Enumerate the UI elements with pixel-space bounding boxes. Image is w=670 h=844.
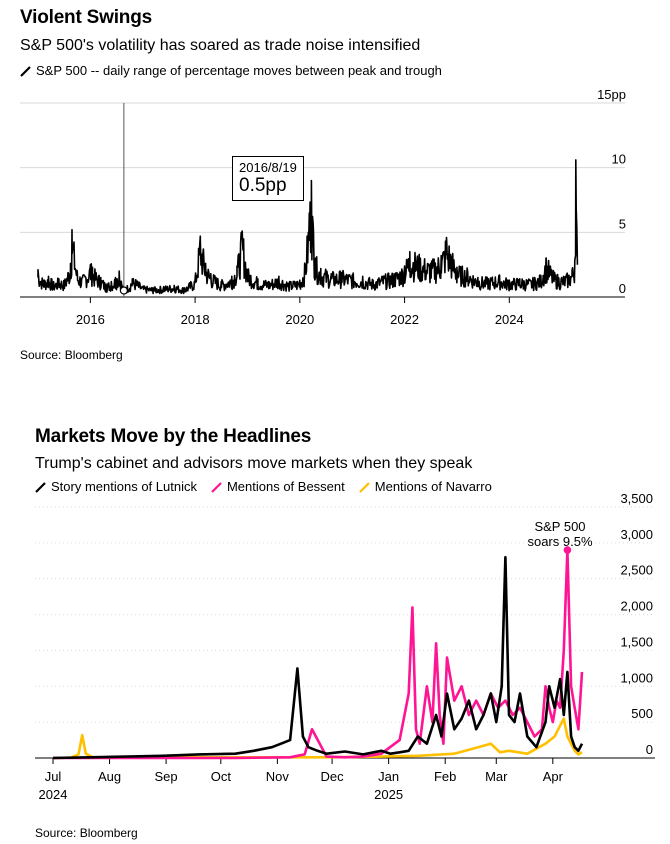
legend-item-bessent: Mentions of Bessent: [211, 479, 345, 494]
soar-annotation: S&P 500 soars 9.5%: [517, 519, 603, 549]
y-tick-label: 1,500: [620, 634, 653, 649]
soar-annotation-line1: S&P 500: [534, 519, 586, 534]
y-tick-label: 2,500: [620, 563, 653, 578]
x-tick-label: Nov: [266, 769, 290, 784]
soar-annotation-line2: soars 9.5%: [527, 534, 593, 549]
legend-label-lutnick: Story mentions of Lutnick: [51, 479, 197, 494]
chart1-subtitle: S&P 500's volatility has soared as trade…: [20, 37, 421, 54]
chart2-subtitle: Trump's cabinet and advisors move market…: [35, 455, 473, 472]
x-tick-label: Sep: [155, 769, 178, 784]
legend-label-bessent: Mentions of Bessent: [226, 479, 345, 494]
chart1-plot: 15pp 10 5 0 2016 2018 2020 2022 2024: [20, 87, 626, 327]
x-tick-label: Jul: [45, 769, 62, 784]
highlight-point: [563, 546, 572, 554]
y-tick-label: 5: [619, 216, 626, 231]
annotation-date: 2016/8/19: [239, 160, 297, 175]
chart1-source: Source: Bloomberg: [20, 348, 123, 362]
chart1-legend: S&P 500 -- daily range of percentage mov…: [20, 63, 442, 78]
x-tick-label: Dec: [321, 769, 345, 784]
x-tick-label: Oct: [211, 769, 232, 784]
chart2-source: Source: Bloomberg: [35, 826, 138, 840]
y-tick-label: 15pp: [597, 87, 626, 102]
y-tick-label: 500: [631, 706, 653, 721]
chart1-annotation-box: 2016/8/19 0.5pp: [232, 156, 304, 201]
x-tick-label: Mar: [485, 769, 508, 784]
x-tick-year-label: 2025: [374, 787, 403, 802]
x-tick-label: 2020: [285, 312, 314, 327]
x-tick-label: Aug: [98, 769, 121, 784]
series-line-mentions-of-bessent: [53, 548, 584, 760]
chart2-title: Markets Move by the Headlines: [35, 426, 312, 447]
x-tick-label: Apr: [543, 769, 564, 784]
x-tick-label: 2016: [76, 312, 105, 327]
x-tick-label: 2018: [181, 312, 210, 327]
legend-item-lutnick: Story mentions of Lutnick: [35, 479, 197, 494]
y-tick-label: 2,000: [620, 599, 653, 614]
highlight-point: [119, 286, 128, 295]
chart1-title: Violent Swings: [20, 7, 152, 28]
chart1-legend-label: S&P 500 -- daily range of percentage mov…: [36, 63, 442, 78]
legend-label-navarro: Mentions of Navarro: [374, 479, 492, 494]
series-line-mentions-of-navarro: [52, 717, 583, 760]
y-tick-label: 3,500: [620, 491, 653, 506]
x-tick-label: Feb: [434, 769, 456, 784]
annotation-value: 0.5pp: [239, 175, 287, 196]
x-tick-label: 2024: [495, 312, 524, 327]
x-tick-label: Jan: [378, 769, 399, 784]
y-tick-label: 1,000: [620, 670, 653, 685]
series-line-story-mentions-of-lutnick: [52, 555, 584, 760]
x-tick-year-label: 2024: [39, 787, 68, 802]
legend-item-navarro: Mentions of Navarro: [358, 479, 492, 494]
line-swatch-icon: [35, 481, 46, 493]
line-swatch-icon: [20, 65, 31, 77]
chart2-legend: Story mentions of Lutnick Mentions of Be…: [35, 479, 492, 494]
line-swatch-icon: [358, 481, 370, 493]
chart1-legend-item: S&P 500 -- daily range of percentage mov…: [20, 63, 442, 78]
line-swatch-icon: [211, 481, 222, 493]
y-tick-label: 0: [619, 281, 626, 296]
y-tick-label: 3,000: [620, 527, 653, 542]
y-tick-label: 10: [612, 152, 626, 167]
x-tick-label: 2022: [390, 312, 419, 327]
y-tick-label: 0: [646, 742, 653, 757]
